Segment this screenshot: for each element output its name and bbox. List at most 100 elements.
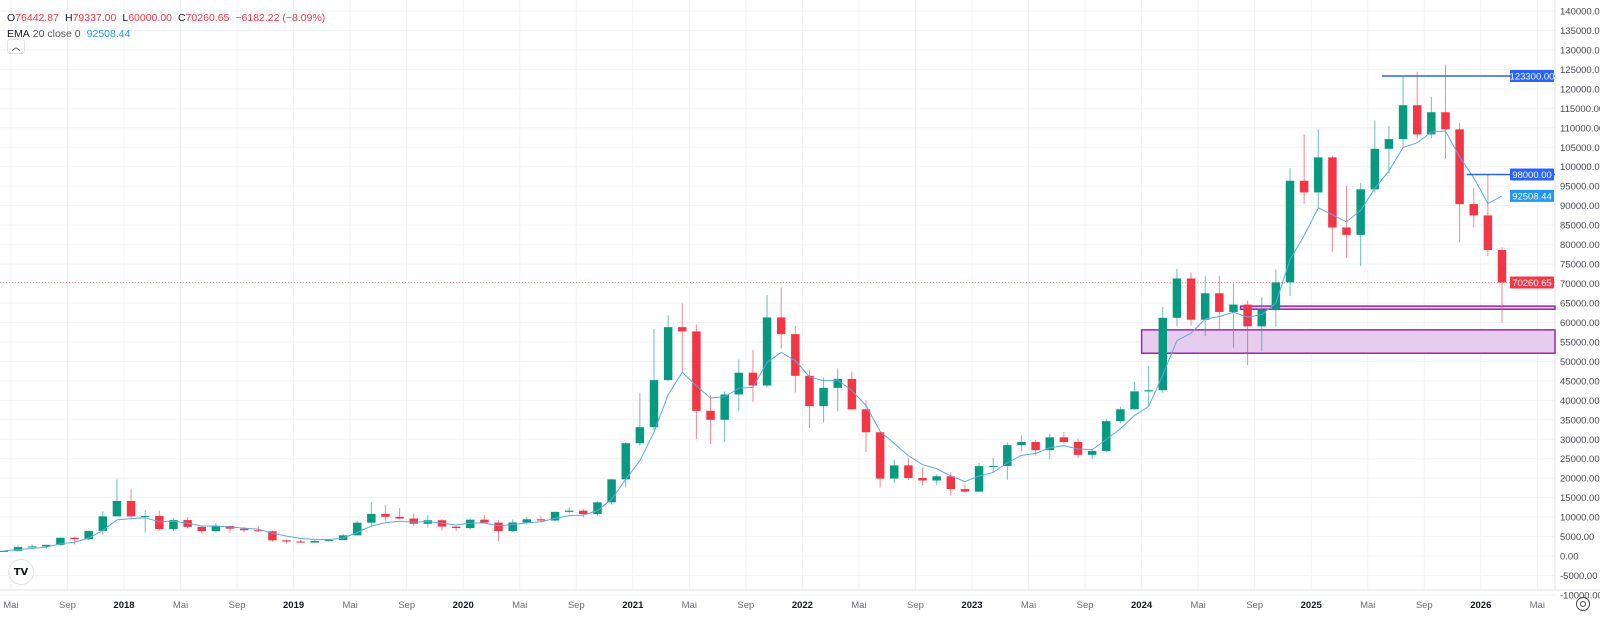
candle-body <box>0 550 9 552</box>
candle-body <box>395 516 404 519</box>
candle-body <box>974 466 984 492</box>
candle-body <box>904 465 913 479</box>
x-tick-label: 2019 <box>283 600 304 611</box>
candle-body <box>1441 112 1450 130</box>
candle-body <box>776 317 786 335</box>
tradingview-logo[interactable]: TV <box>8 559 34 585</box>
candle-body <box>621 443 630 480</box>
x-tick-label: Sep <box>568 600 585 611</box>
x-tick-label: 2018 <box>113 600 134 611</box>
x-tick-label: Sep <box>398 600 415 611</box>
x-tick-label: Mai <box>173 600 188 611</box>
candle-body <box>155 515 164 530</box>
candle-body <box>819 387 828 407</box>
y-tick-label: 140000.00 <box>1560 7 1600 18</box>
candle-body <box>678 327 687 332</box>
candle-body <box>282 540 291 542</box>
y-tick-label: -5000.00 <box>1560 571 1598 582</box>
x-tick-label: Sep <box>229 600 246 611</box>
candle-body <box>126 500 136 517</box>
y-tick-label: 130000.00 <box>1560 45 1600 56</box>
x-tick-label: Sep <box>907 600 924 611</box>
candle-body <box>1314 157 1323 193</box>
candle-body <box>1384 139 1394 149</box>
open-label: O <box>7 12 16 24</box>
level-price-tag <box>1510 168 1554 181</box>
candle-body <box>946 476 956 490</box>
ema-params: 20 close 0 <box>32 28 81 40</box>
candle-body <box>1200 293 1210 320</box>
y-tick-label: 55000.00 <box>1560 337 1600 348</box>
low-value: 60000.00 <box>128 12 172 24</box>
x-tick-label: Sep <box>737 600 754 611</box>
candle-body <box>1342 227 1351 235</box>
y-tick-label: 10000.00 <box>1560 513 1600 524</box>
candle-body <box>1271 282 1281 310</box>
candle-body <box>42 544 51 547</box>
candle-body <box>1299 180 1309 193</box>
x-tick-label: 2025 <box>1301 600 1323 611</box>
y-tick-label: 20000.00 <box>1560 474 1600 485</box>
y-tick-label: 105000.00 <box>1560 143 1600 154</box>
candle-body <box>254 530 263 532</box>
y-tick-label: 70000.00 <box>1560 279 1600 290</box>
candle-body <box>550 511 560 521</box>
candle-body <box>861 409 871 433</box>
y-tick-label: 35000.00 <box>1560 415 1600 426</box>
y-tick-label: 85000.00 <box>1560 221 1600 232</box>
candle-body <box>494 522 503 532</box>
candle-body <box>56 537 65 545</box>
high-label: H <box>64 12 73 24</box>
candle-body <box>1186 278 1196 320</box>
y-tick-label: 80000.00 <box>1560 240 1600 251</box>
candle-body <box>1243 304 1252 327</box>
ohlc-row: O76442.87 H79337.00 L60000.00 C70260.65 … <box>7 10 325 26</box>
x-tick-label: Sep <box>1246 600 1263 611</box>
candle-body <box>508 522 517 532</box>
gear-icon[interactable] <box>1576 597 1590 611</box>
candle-body <box>1497 250 1507 283</box>
candle-body <box>1455 129 1464 205</box>
candle-body <box>211 525 221 532</box>
chevron-up-icon: ︿ <box>11 42 21 52</box>
change-value: −6182.22 (−8.09%) <box>235 12 326 24</box>
candle-body <box>197 526 206 532</box>
candle-body <box>960 489 970 492</box>
candle-body <box>791 334 800 376</box>
x-tick-label: Mai <box>342 600 357 611</box>
y-tick-label: -10000.00 <box>1560 591 1600 602</box>
candle-body <box>762 317 772 386</box>
x-tick-label: Mai <box>682 600 697 611</box>
y-tick-label: 15000.00 <box>1560 493 1600 504</box>
candle-body <box>98 516 108 531</box>
level-price-label: 123300.00 <box>1510 72 1555 83</box>
candle-body <box>1073 441 1083 455</box>
x-tick-label: 2024 <box>1131 600 1153 611</box>
y-tick-label: 50000.00 <box>1560 357 1600 368</box>
x-tick-label: Mai <box>1021 600 1036 611</box>
x-tick-label: Sep <box>1077 600 1094 611</box>
candle-body <box>1469 204 1478 216</box>
candle-body <box>1483 215 1493 251</box>
y-tick-label: 110000.00 <box>1560 123 1600 134</box>
candle-body <box>1172 278 1182 318</box>
candle-body <box>734 372 744 395</box>
candle-body <box>1059 437 1069 442</box>
y-tick-label: 75000.00 <box>1560 260 1600 271</box>
candle-body <box>1257 309 1266 327</box>
y-tick-label: 30000.00 <box>1560 435 1600 446</box>
candle-body <box>847 378 857 410</box>
candle-body <box>409 518 418 524</box>
candle-body <box>875 432 885 479</box>
candle-body <box>112 500 122 517</box>
candle-body <box>423 520 433 524</box>
candle-body <box>706 410 715 420</box>
candle-body <box>1003 445 1012 466</box>
y-tick-label: 65000.00 <box>1560 299 1600 310</box>
collapse-legend-button[interactable]: ︿ <box>7 39 25 54</box>
ema-row[interactable]: EMA 20 close 0 92508.44 <box>7 26 325 42</box>
x-tick-label: Mai <box>512 600 527 611</box>
candle-body <box>27 546 37 548</box>
last-price-tag <box>1510 276 1554 289</box>
